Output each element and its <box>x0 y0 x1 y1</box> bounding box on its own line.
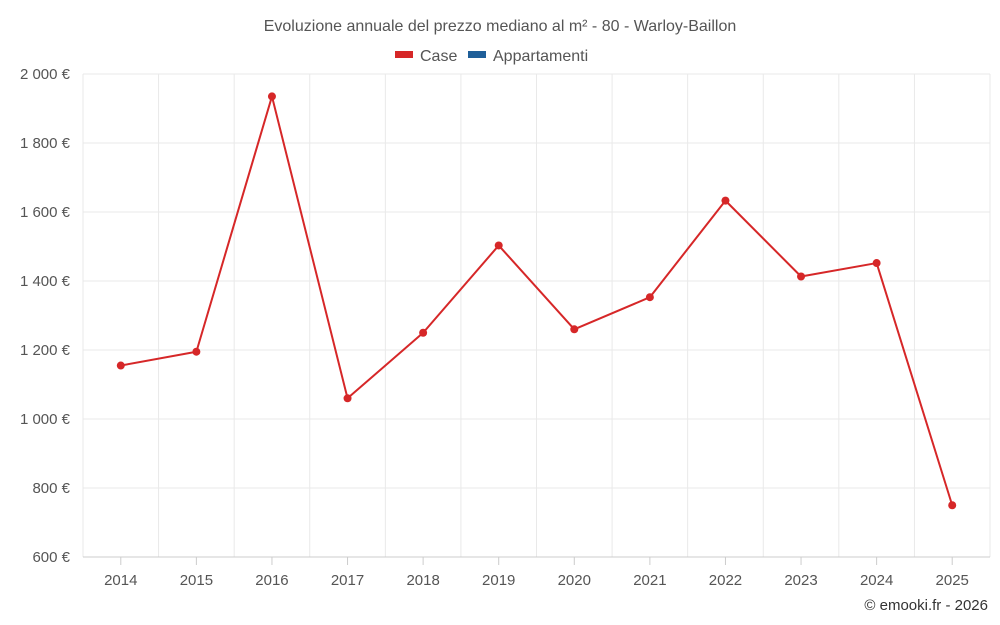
data-point[interactable] <box>343 394 352 403</box>
x-tick-label: 2015 <box>180 572 213 589</box>
legend-swatch-appartamenti <box>468 51 486 58</box>
legend-label-appartamenti[interactable]: Appartamenti <box>493 48 588 65</box>
x-tick-label: 2018 <box>406 572 439 589</box>
x-tick-label: 2020 <box>558 572 591 589</box>
y-tick-label: 2 000 € <box>20 66 71 83</box>
data-point[interactable] <box>192 347 201 356</box>
data-point[interactable] <box>872 259 881 268</box>
y-tick-label: 1 800 € <box>20 135 71 152</box>
data-point[interactable] <box>267 92 276 101</box>
legend-swatch-case <box>395 51 413 58</box>
data-point[interactable] <box>116 361 125 370</box>
y-tick-label: 1 200 € <box>20 342 71 359</box>
x-tick-label: 2024 <box>860 572 893 589</box>
data-point[interactable] <box>494 241 503 250</box>
chart-title: Evoluzione annuale del prezzo mediano al… <box>264 18 737 35</box>
x-tick-label: 2025 <box>936 572 969 589</box>
data-point[interactable] <box>570 325 579 334</box>
data-point[interactable] <box>721 196 730 205</box>
legend: Case Appartamenti <box>395 48 588 65</box>
x-tick-label: 2021 <box>633 572 666 589</box>
grid <box>82 73 991 558</box>
x-tick-label: 2016 <box>255 572 288 589</box>
data-point[interactable] <box>797 272 806 281</box>
y-tick-label: 600 € <box>32 549 70 566</box>
x-tick-label: 2014 <box>104 572 137 589</box>
y-axis-ticks: 600 € 800 € 1 000 € 1 200 € 1 400 € 1 600 € 1 … <box>20 66 71 566</box>
x-tick-label: 2019 <box>482 572 515 589</box>
x-axis-ticks: 2014 2015 2016 2017 2018 2019 2020 2021 2022 2023… <box>104 557 969 589</box>
legend-label-case[interactable]: Case <box>420 48 457 65</box>
credit-text: © emooki.fr - 2026 <box>864 597 988 614</box>
series-case <box>116 92 957 510</box>
data-point[interactable] <box>948 501 957 510</box>
y-tick-label: 1 000 € <box>20 411 71 428</box>
y-tick-label: 1 600 € <box>20 204 71 221</box>
data-point[interactable] <box>419 328 428 337</box>
y-tick-label: 800 € <box>32 480 70 497</box>
y-tick-label: 1 400 € <box>20 273 71 290</box>
series-line <box>120 95 954 506</box>
x-tick-label: 2022 <box>709 572 742 589</box>
x-tick-label: 2023 <box>784 572 817 589</box>
x-tick-label: 2017 <box>331 572 364 589</box>
data-point[interactable] <box>645 293 654 302</box>
